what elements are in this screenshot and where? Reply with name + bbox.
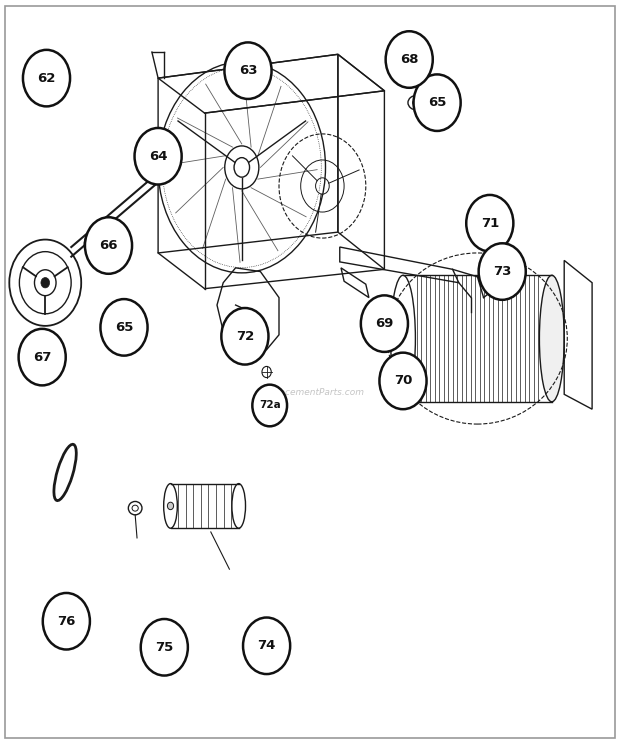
Text: 63: 63: [239, 64, 257, 77]
Circle shape: [252, 385, 287, 426]
Text: eReplacementParts.com: eReplacementParts.com: [255, 388, 365, 397]
Ellipse shape: [167, 502, 174, 510]
Text: 67: 67: [33, 350, 51, 364]
Text: 62: 62: [37, 71, 56, 85]
Text: 68: 68: [400, 53, 419, 66]
Text: 64: 64: [149, 150, 167, 163]
Circle shape: [23, 50, 70, 106]
Text: 71: 71: [480, 217, 499, 230]
Circle shape: [221, 308, 268, 365]
Circle shape: [243, 618, 290, 674]
Circle shape: [379, 353, 427, 409]
Text: 65: 65: [428, 96, 446, 109]
Text: 75: 75: [155, 641, 174, 654]
Circle shape: [386, 31, 433, 88]
Text: 73: 73: [493, 265, 512, 278]
FancyBboxPatch shape: [5, 6, 615, 738]
Circle shape: [479, 243, 526, 300]
Circle shape: [19, 329, 66, 385]
Text: 72: 72: [236, 330, 254, 343]
Text: 66: 66: [99, 239, 118, 252]
Circle shape: [224, 42, 272, 99]
Circle shape: [414, 74, 461, 131]
Text: 69: 69: [375, 317, 394, 330]
Text: 70: 70: [394, 374, 412, 388]
Circle shape: [466, 195, 513, 251]
Circle shape: [135, 128, 182, 185]
Ellipse shape: [539, 275, 564, 402]
Circle shape: [361, 295, 408, 352]
Circle shape: [141, 619, 188, 676]
Circle shape: [85, 217, 132, 274]
Text: 76: 76: [57, 615, 76, 628]
Text: 72a: 72a: [259, 400, 281, 411]
Text: 65: 65: [115, 321, 133, 334]
Text: 74: 74: [257, 639, 276, 652]
Circle shape: [43, 593, 90, 650]
Circle shape: [41, 278, 50, 288]
Circle shape: [100, 299, 148, 356]
